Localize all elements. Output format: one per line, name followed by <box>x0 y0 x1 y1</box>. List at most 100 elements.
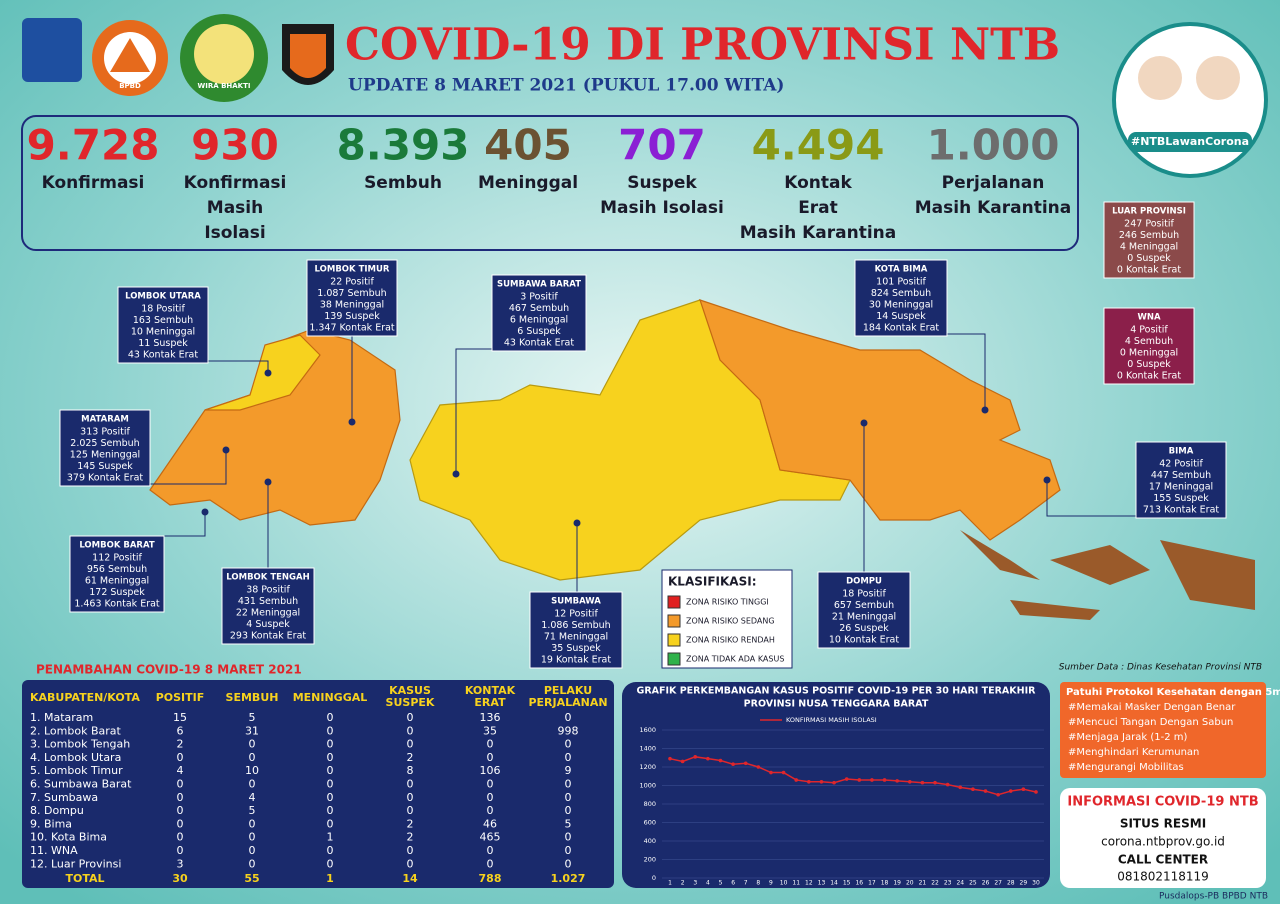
info-title: INFORMASI COVID-19 NTB <box>1067 795 1258 810</box>
table-total: 1.027 <box>551 872 586 885</box>
table-cell: 4 <box>249 791 256 804</box>
table-cell: 0 <box>487 738 494 751</box>
table-header: POSITIF <box>156 691 205 704</box>
stat-value: 4.494 <box>752 121 885 170</box>
region-line: 4 Positif <box>1130 325 1168 336</box>
legend-label: ZONA RISIKO RENDAH <box>686 636 775 645</box>
table-cell: 7. Sumbawa <box>30 791 98 804</box>
region-line: 4 Suspek <box>246 619 290 630</box>
region-name: SUMBAWA BARAT <box>497 280 581 290</box>
legend-swatch <box>667 614 681 628</box>
table-panel <box>22 680 614 888</box>
region-line: 30 Meninggal <box>869 300 933 311</box>
table-cell: 12. Luar Provinsi <box>30 857 121 870</box>
region-line: 14 Suspek <box>876 311 926 322</box>
x-tick-label: 9 <box>769 880 773 887</box>
table-cell: 136 <box>480 711 501 724</box>
stat-value: 405 <box>484 121 572 170</box>
legend-swatch <box>667 652 681 666</box>
region-name: MATARAM <box>81 415 129 425</box>
point <box>781 770 786 775</box>
region-line: 155 Suspek <box>1153 493 1209 504</box>
table-total: 788 <box>479 872 502 885</box>
region-dot <box>573 519 581 527</box>
table-cell: 0 <box>327 844 334 857</box>
region-box <box>221 567 315 645</box>
table-cell: 0 <box>177 831 184 844</box>
region-line: 247 Positif <box>1124 219 1174 230</box>
stat-label: Konfirmasi <box>184 173 287 193</box>
table-cell: 0 <box>177 791 184 804</box>
region-line: 139 Suspek <box>324 311 380 322</box>
region-name: LOMBOK UTARA <box>125 292 201 302</box>
legend-title: KLASIFIKASI: <box>668 575 757 589</box>
table-cell: 2. Lombok Barat <box>30 724 122 737</box>
region-line: 824 Sembuh <box>871 288 931 299</box>
point <box>680 759 685 764</box>
point <box>693 755 698 759</box>
stat-value: 707 <box>618 121 706 170</box>
x-tick-label: 25 <box>969 880 977 887</box>
region-line: 101 Positif <box>876 277 926 288</box>
region-dot <box>264 478 272 486</box>
region-line: 713 Kontak Erat <box>1143 505 1220 516</box>
point <box>907 780 912 784</box>
stat-value: 9.728 <box>27 121 160 170</box>
region-dot <box>981 406 989 414</box>
protocol-item: #Menghindari Kerumunan <box>1068 747 1199 758</box>
table-cell: 0 <box>487 857 494 870</box>
region-line: 0 Meninggal <box>1120 348 1178 359</box>
region-name: LUAR PROVINSI <box>1112 207 1186 217</box>
table-cell: 0 <box>249 751 256 764</box>
region-line: 0 Kontak Erat <box>1117 371 1181 382</box>
x-tick-label: 5 <box>719 880 723 887</box>
y-tick-label: 200 <box>644 856 656 864</box>
region-name: SUMBAWA <box>551 597 601 607</box>
logo-text: BPBD <box>119 82 141 90</box>
region-line: 22 Meninggal <box>236 608 300 619</box>
table-cell: 35 <box>483 724 497 737</box>
protocol-box <box>1060 682 1266 778</box>
region-dot <box>860 419 868 427</box>
table-cell: 1 <box>327 831 334 844</box>
table-cell: 15 <box>173 711 187 724</box>
x-tick-label: 21 <box>919 880 927 887</box>
region-line: 467 Sembuh <box>509 303 569 314</box>
x-tick-label: 23 <box>944 880 952 887</box>
region-line: 0 Suspek <box>1127 359 1171 370</box>
region-line: 4 Meninggal <box>1120 242 1178 253</box>
x-tick-label: 2 <box>681 880 685 887</box>
region-line: 22 Positif <box>330 277 374 288</box>
table-cell: 0 <box>565 831 572 844</box>
region-name: LOMBOK TENGAH <box>226 573 309 583</box>
region-line: 71 Meninggal <box>544 632 608 643</box>
table-cell: 0 <box>249 857 256 870</box>
region-name: LOMBOK TIMUR <box>315 265 390 275</box>
region-line: 26 Suspek <box>839 623 889 634</box>
table-cell: 0 <box>249 817 256 830</box>
x-tick-label: 27 <box>994 880 1002 887</box>
table-total: 14 <box>402 872 418 885</box>
region-line: 6 Meninggal <box>510 315 568 326</box>
table-cell: 0 <box>487 791 494 804</box>
table-cell: 0 <box>177 751 184 764</box>
x-tick-label: 15 <box>843 880 851 887</box>
y-tick-label: 1200 <box>639 763 656 771</box>
point <box>743 761 748 766</box>
region-line: 2.025 Sembuh <box>70 438 139 449</box>
point <box>769 770 773 775</box>
table-cell: 0 <box>327 817 334 830</box>
table-cell: 9. Bima <box>30 817 72 830</box>
table-cell: 0 <box>565 738 572 751</box>
table-cell: 2 <box>177 738 184 751</box>
region-line: 43 Kontak Erat <box>128 350 198 361</box>
table-cell: 0 <box>177 817 184 830</box>
point <box>958 785 963 790</box>
point <box>807 780 811 784</box>
point <box>794 778 799 782</box>
table-cell: 0 <box>327 778 334 791</box>
x-tick-label: 22 <box>931 880 939 887</box>
table-cell: 0 <box>327 724 334 737</box>
